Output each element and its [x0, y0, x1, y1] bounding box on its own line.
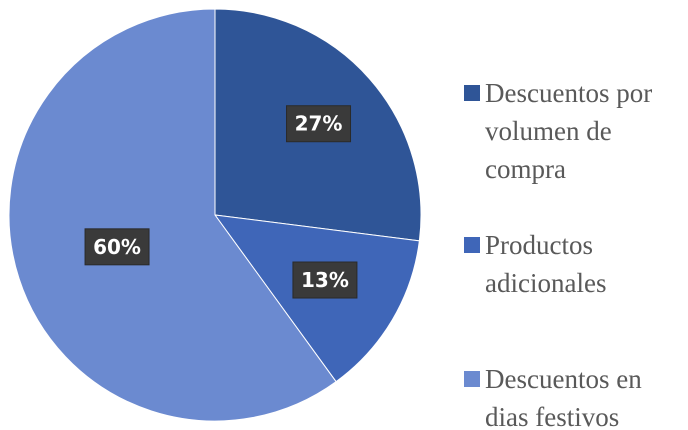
- data-label-2: 60%: [84, 228, 150, 266]
- pie-slice-2: [8, 8, 337, 422]
- data-labels-layer: 27% 13% 60%: [84, 105, 358, 299]
- legend-item-0: Descuentos por volumen de compra: [464, 74, 685, 188]
- legend-label-2: Descuentos en dias festivos: [485, 364, 642, 430]
- legend-item-1: Productos adicionales: [464, 226, 685, 302]
- data-label-0: 27%: [286, 105, 352, 143]
- data-label-text-1: 13%: [301, 268, 349, 292]
- data-label-box-2: [84, 228, 150, 266]
- data-label-box-0: [286, 105, 352, 143]
- legend-swatch-0: [464, 85, 480, 101]
- legend-label-0: Descuentos por volumen de compra: [485, 78, 653, 184]
- legend-swatch-1: [464, 237, 480, 253]
- slices-layer: [8, 8, 422, 422]
- data-label-box-1: [292, 261, 358, 299]
- data-label-1: 13%: [292, 261, 358, 299]
- pie-chart: 27% 13% 60%: [8, 8, 422, 422]
- data-label-text-0: 27%: [295, 112, 343, 136]
- legend-item-2: Descuentos en dias festivos: [464, 360, 685, 430]
- legend-label-1: Productos adicionales: [485, 230, 607, 298]
- legend-swatch-2: [464, 371, 480, 387]
- data-label-text-2: 60%: [93, 235, 141, 259]
